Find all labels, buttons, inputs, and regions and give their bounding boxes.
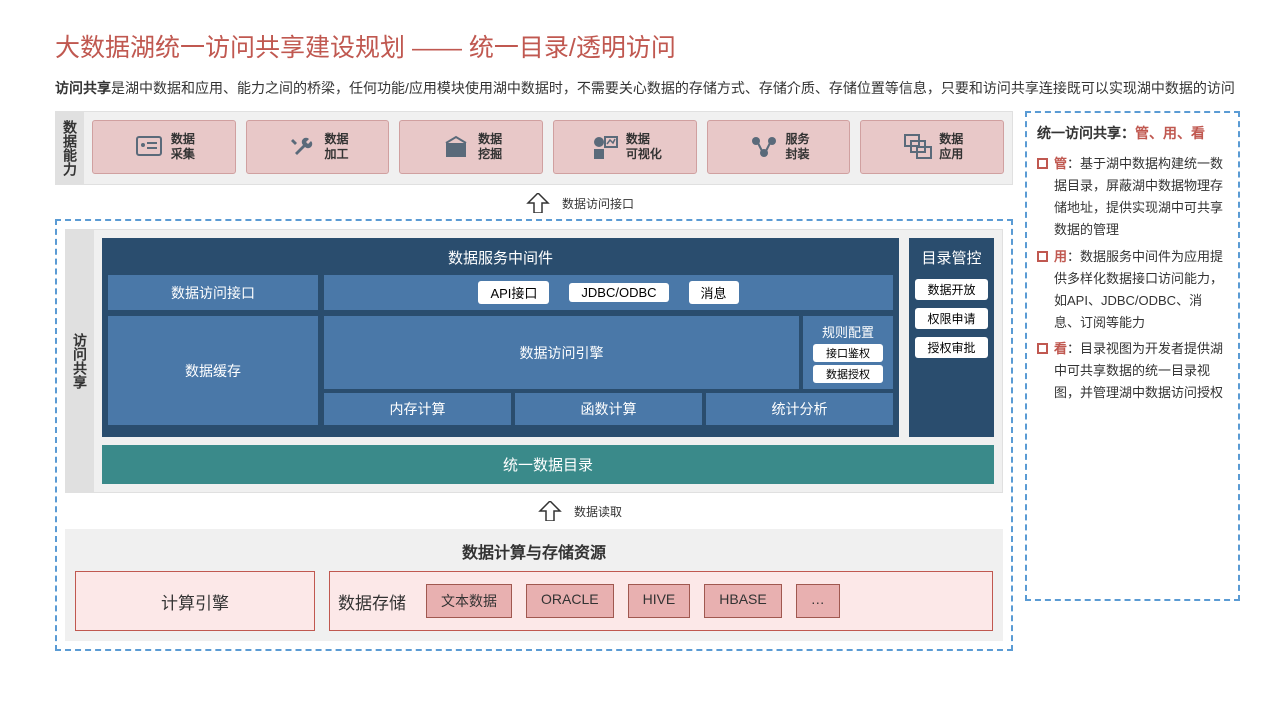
storage-pill: … <box>796 584 840 618</box>
bottom-band: 数据计算与存储资源 计算引擎 数据存储 文本数据ORACLEHIVEHBASE… <box>65 529 1003 641</box>
storage-pill: 文本数据 <box>426 584 512 618</box>
engine-title: 数据访问引擎 <box>324 316 799 389</box>
capability-icon <box>901 131 933 163</box>
storage-pill: HBASE <box>704 584 781 618</box>
band-top: 数据能力 数据采集数据加工数据挖掘数据可视化服务封装数据应用 <box>55 111 1013 185</box>
capability-4: 服务封装 <box>707 120 851 174</box>
engine-item: 函数计算 <box>515 393 702 425</box>
capability-icon <box>440 131 472 163</box>
capability-2: 数据挖掘 <box>399 120 543 174</box>
capability-icon <box>133 131 165 163</box>
band-mid: 访问共享 数据服务中间件 数据访问接口 API接口JDBC/ODBC消息 数据缓 <box>65 229 1003 493</box>
cache-box: 数据缓存 <box>108 316 318 425</box>
sidebar-item: 管：基于湖中数据构建统一数据目录，屏蔽湖中数据物理存储地址，提供实现湖中可共享数… <box>1037 153 1228 241</box>
capability-icon <box>588 131 620 163</box>
storage-box: 数据存储 文本数据ORACLEHIVEHBASE… <box>329 571 993 631</box>
band-mid-label: 访问共享 <box>66 230 94 492</box>
capability-0: 数据采集 <box>92 120 236 174</box>
capability-1: 数据加工 <box>246 120 390 174</box>
compute-engine: 计算引擎 <box>75 571 315 631</box>
arrow-access: 数据访问接口 <box>145 191 1013 215</box>
storage-pill: ORACLE <box>526 584 614 618</box>
capability-3: 数据可视化 <box>553 120 697 174</box>
capability-icon <box>748 131 780 163</box>
arrow-up-icon <box>524 193 552 213</box>
storage-pill: HIVE <box>628 584 691 618</box>
interface-pill: JDBC/ODBC <box>569 283 668 302</box>
rule-config: 规则配置 接口鉴权 数据授权 <box>803 316 893 389</box>
arrow-read: 数据读取 <box>155 499 1003 523</box>
capability-5: 数据应用 <box>860 120 1004 174</box>
interface-pill: 消息 <box>689 281 739 304</box>
band-top-label: 数据能力 <box>56 112 84 184</box>
arrow-up-icon <box>536 501 564 521</box>
engine-item: 统计分析 <box>706 393 893 425</box>
sidebar-item: 用：数据服务中间件为应用提供多样化数据接口访问能力，如API、JDBC/ODBC… <box>1037 246 1228 334</box>
engine-item: 内存计算 <box>324 393 511 425</box>
capability-icon <box>287 131 319 163</box>
middleware-box: 数据服务中间件 数据访问接口 API接口JDBC/ODBC消息 数据缓存 <box>102 238 899 437</box>
access-interface: 数据访问接口 <box>108 275 318 310</box>
page-title: 大数据湖统一访问共享建设规划 —— 统一目录/透明访问 <box>55 28 1240 64</box>
unified-catalog-bar: 统一数据目录 <box>102 445 994 484</box>
sidebar-box: 统一访问共享：管、用、看 管：基于湖中数据构建统一数据目录，屏蔽湖中数据物理存储… <box>1025 111 1240 601</box>
diagram-left: 数据能力 数据采集数据加工数据挖掘数据可视化服务封装数据应用 数据访问接口 访问… <box>55 111 1013 651</box>
catalog-control: 目录管控 数据开放 权限申请 授权审批 <box>909 238 994 437</box>
subtitle: 访问共享是湖中数据和应用、能力之间的桥梁，任何功能/应用模块使用湖中数据时，不需… <box>55 76 1240 101</box>
dashed-container: 访问共享 数据服务中间件 数据访问接口 API接口JDBC/ODBC消息 数据缓 <box>55 219 1013 651</box>
sidebar-item: 看：目录视图为开发者提供湖中可共享数据的统一目录视图，并管理湖中数据访问授权 <box>1037 338 1228 404</box>
interface-pill: API接口 <box>478 281 549 304</box>
